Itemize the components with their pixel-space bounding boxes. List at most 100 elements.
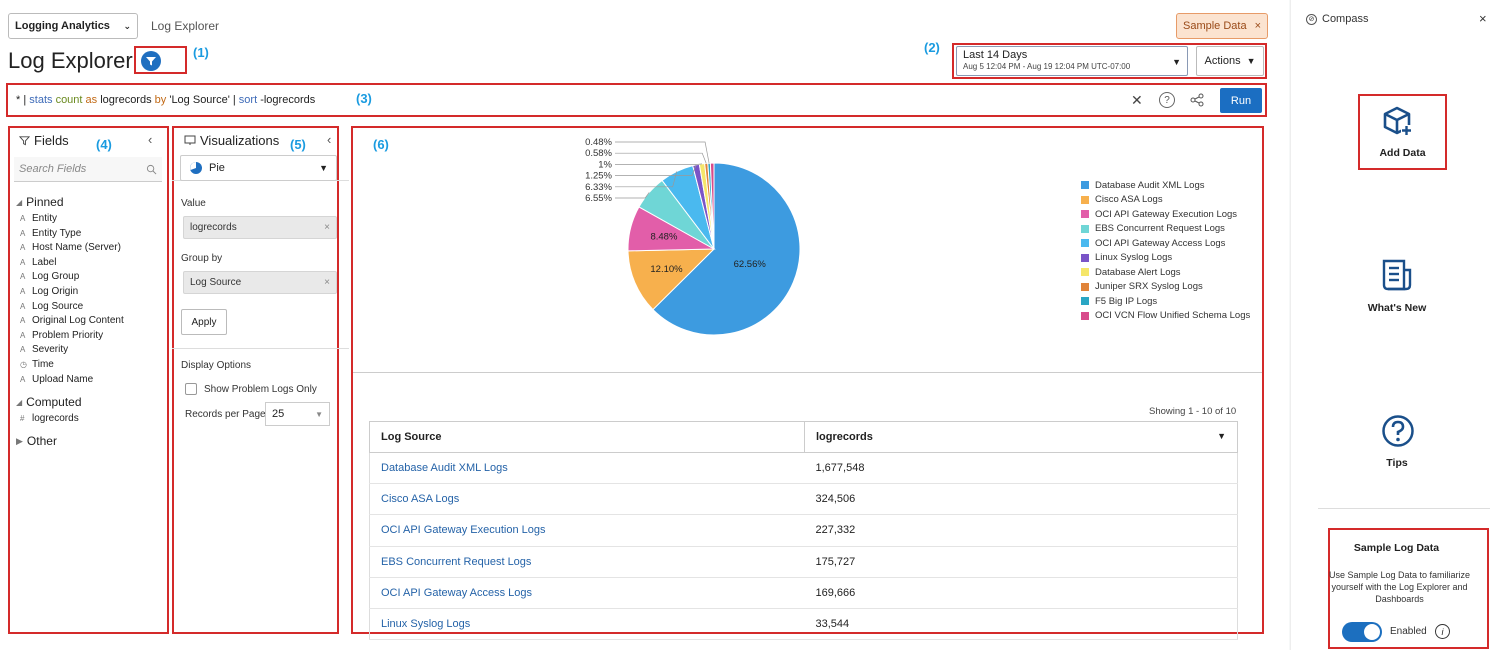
collapse-icon[interactable]: ‹ [327,132,332,147]
table-row: Linux Syslog Logs 33,544 [369,608,1238,641]
sample-data-toggle[interactable] [1342,622,1382,642]
pie-slice[interactable] [627,248,716,311]
legend-label: Cisco ASA Logs [1095,194,1163,206]
field-item[interactable]: A Upload Name [20,374,93,385]
field-item[interactable]: A Log Origin [20,286,78,297]
field-item[interactable]: A Label [20,257,56,268]
toggle-knob [1364,624,1380,640]
group-by-chip[interactable]: Log Source × [183,271,337,294]
field-type-icon: A [20,287,26,296]
field-item[interactable]: A Entity Type [20,228,81,239]
remove-icon[interactable]: × [324,222,330,233]
legend-entry[interactable]: F5 Big IP Logs [1081,294,1250,309]
clear-icon[interactable]: ✕ [1131,92,1143,108]
add-data-label[interactable]: Add Data [1379,147,1426,159]
log-source-link[interactable]: OCI API Gateway Access Logs [369,577,805,609]
pie-slice[interactable] [709,162,715,250]
legend-label: Database Audit XML Logs [1095,179,1205,191]
legend-swatch [1081,224,1089,233]
help-icon[interactable]: ? [1159,92,1175,108]
checkbox-box[interactable] [185,383,197,395]
tips-label[interactable]: Tips [1386,457,1408,469]
legend-entry[interactable]: Database Audit XML Logs [1081,178,1250,193]
pinned-group[interactable]: ◢ Pinned [16,195,64,209]
value-chip[interactable]: logrecords × [183,216,337,239]
records-per-page-select[interactable]: 25 ▼ [265,402,330,426]
add-data-icon[interactable] [1380,104,1414,138]
legend-swatch [1081,282,1089,291]
value-chip-label: logrecords [190,222,237,233]
field-item[interactable]: A Log Group [20,271,79,282]
remove-icon[interactable]: × [324,277,330,288]
logrecords-value: 169,666 [804,577,1238,609]
legend-entry[interactable]: Linux Syslog Logs [1081,251,1250,266]
pie-slice[interactable] [652,162,801,336]
whats-new-label[interactable]: What's New [1367,302,1427,314]
pie-outside-label: 0.58% [585,148,612,159]
viz-type-select[interactable]: Pie ▼ [180,155,337,181]
sample-data-button[interactable]: Sample Data × [1176,13,1268,39]
legend-entry[interactable]: Juniper SRX Syslog Logs [1081,280,1250,295]
whats-new-icon[interactable] [1381,258,1413,292]
share-icon[interactable] [1189,92,1205,108]
legend-entry[interactable]: Database Alert Logs [1081,265,1250,280]
close-icon[interactable]: × [1254,20,1261,32]
query-token: 'Log Source' [169,94,230,106]
legend-entry[interactable]: OCI VCN Flow Unified Schema Logs [1081,309,1250,324]
caret-down-icon: ▼ [315,409,323,419]
actions-label: Actions [1204,55,1241,67]
apply-button[interactable]: Apply [181,309,227,335]
close-icon[interactable]: × [1479,11,1487,26]
column-header-logrecords[interactable]: logrecords ▼ [804,421,1238,453]
triangle-down-icon: ◢ [16,197,23,207]
legend-entry[interactable]: OCI API Gateway Execution Logs [1081,207,1250,222]
field-type-icon: A [20,243,26,253]
collapse-icon[interactable]: ‹ [148,132,153,147]
caret-down-icon: ▼ [1246,56,1256,66]
info-icon[interactable]: i [1435,624,1450,639]
app-select[interactable]: Logging Analytics ⌄ [8,13,138,39]
legend-entry[interactable]: Cisco ASA Logs [1081,193,1250,208]
caret-down-icon: ▼ [319,163,328,173]
run-button[interactable]: Run [1220,88,1262,113]
log-source-link[interactable]: Database Audit XML Logs [369,452,805,485]
other-group[interactable]: ▶ Other [16,434,57,448]
legend-swatch [1081,253,1089,262]
log-source-link[interactable]: OCI API Gateway Execution Logs [369,514,805,547]
field-type-icon: A [20,345,26,355]
results-table: Log Source logrecords ▼ Database Audit X… [369,421,1238,641]
log-source-link[interactable]: EBS Concurrent Request Logs [369,546,805,578]
column-header-label: logrecords [816,431,873,443]
log-source-link[interactable]: Cisco ASA Logs [369,483,805,516]
field-name: Log Group [32,271,80,283]
field-item[interactable]: A Severity [20,344,68,355]
field-item[interactable]: A Entity [20,213,57,224]
actions-button[interactable]: Actions ▼ [1196,46,1264,76]
time-range-label: Last 14 Days [963,49,1028,61]
computed-group[interactable]: ◢ Computed [16,395,82,409]
column-header-log-source[interactable]: Log Source [369,421,805,453]
field-name: logrecords [32,413,79,424]
field-item[interactable]: # logrecords [20,413,79,424]
time-range-select[interactable]: Last 14 Days Aug 5 12:04 PM - Aug 19 12:… [956,46,1188,76]
legend-entry[interactable]: OCI API Gateway Access Logs [1081,236,1250,251]
field-item[interactable]: A Problem Priority [20,330,103,341]
compass-header: ⊘ Compass [1306,13,1368,25]
legend-entry[interactable]: EBS Concurrent Request Logs [1081,222,1250,237]
breadcrumb[interactable]: Log Explorer [151,19,220,33]
field-item[interactable]: A Original Log Content [20,315,124,326]
search-fields-input[interactable]: Search Fields [14,157,162,182]
show-problem-logs-checkbox[interactable]: Show Problem Logs Only [185,383,317,395]
tips-icon[interactable] [1381,414,1415,448]
field-type-icon: A [20,330,26,340]
callout-label: (4) [96,137,112,152]
query-input[interactable]: * | stats count as logrecords by 'Log So… [16,94,315,106]
log-source-link[interactable]: Linux Syslog Logs [369,608,805,641]
field-item[interactable]: A Host Name (Server) [20,242,121,253]
sort-desc-icon[interactable]: ▼ [1217,431,1226,441]
search-fields-placeholder: Search Fields [19,163,87,175]
leader-line [615,171,678,188]
field-item[interactable]: A Log Source [20,301,83,312]
filter-icon[interactable] [141,51,161,71]
field-item[interactable]: ◷ Time [20,359,54,370]
